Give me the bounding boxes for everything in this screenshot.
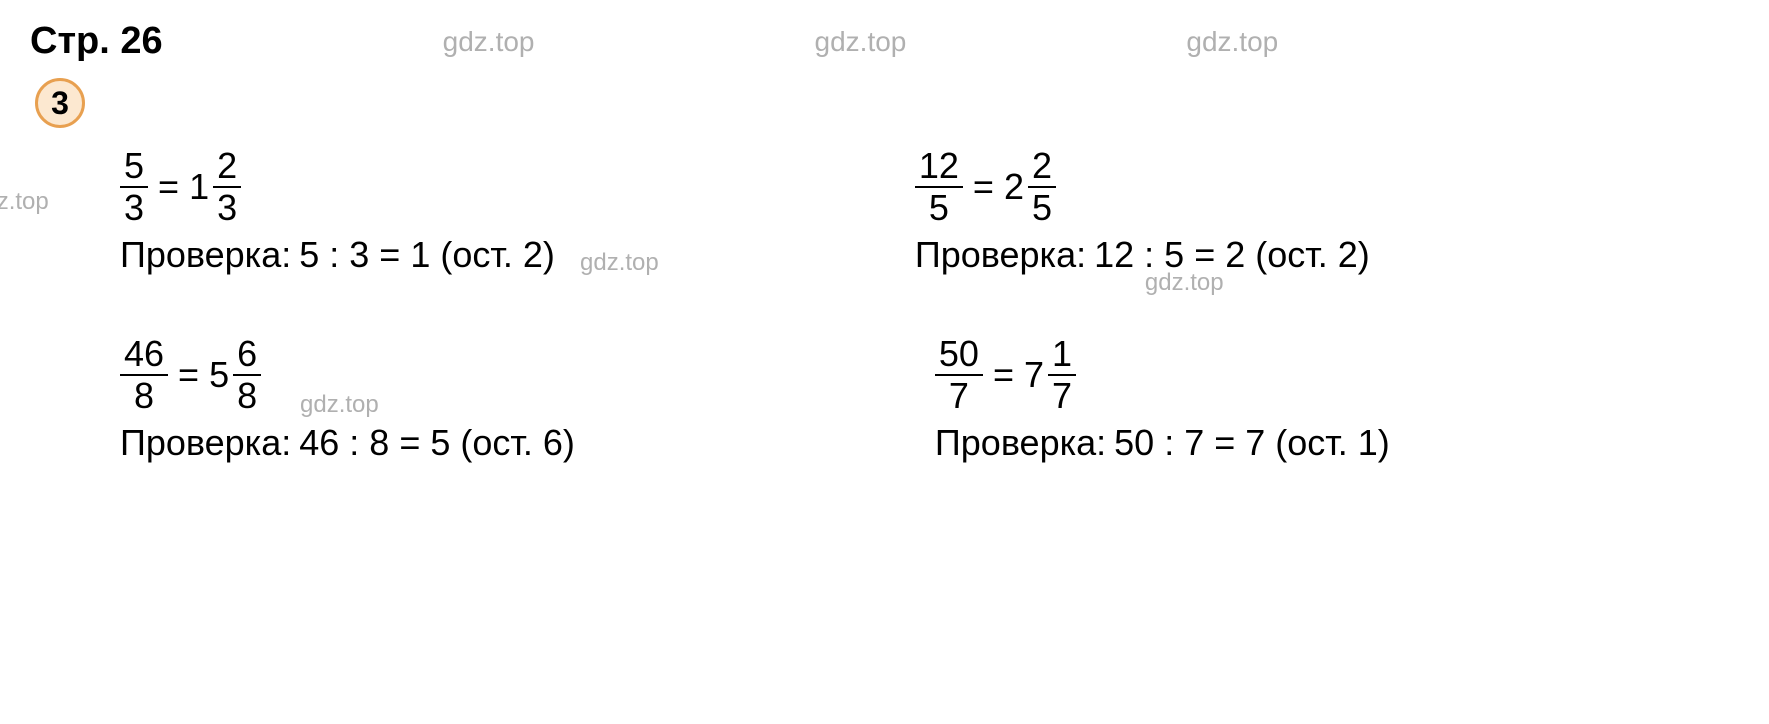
check-label: Проверка: bbox=[935, 422, 1106, 464]
problem-2: 12 5 = 2 2 5 Проверка: 12 : 5 = 2 (ост. … bbox=[715, 148, 1370, 276]
check-expression: 12 : 5 = 2 (ост. 2) bbox=[1094, 234, 1370, 276]
equation: 5 3 = 1 2 3 bbox=[120, 148, 555, 226]
check-expression: 5 : 3 = 1 (ост. 2) bbox=[299, 234, 555, 276]
denominator: 5 bbox=[1028, 188, 1056, 226]
fraction: 2 3 bbox=[213, 148, 241, 226]
equals-sign: = bbox=[993, 354, 1014, 396]
denominator: 3 bbox=[120, 188, 148, 226]
denominator: 8 bbox=[130, 376, 158, 414]
equation: 50 7 = 7 1 7 bbox=[935, 336, 1390, 414]
watermark-text: gdz.top bbox=[0, 188, 49, 216]
numerator: 5 bbox=[120, 148, 148, 188]
fraction: 46 8 bbox=[120, 336, 168, 414]
problem-4: 50 7 = 7 1 7 Проверка: 50 : 7 = 7 (ост. … bbox=[735, 336, 1390, 464]
problem-1: gdz.top 5 3 = 1 2 3 Проверка: 5 : 3 = 1 … bbox=[30, 148, 555, 276]
fraction: 50 7 bbox=[935, 336, 983, 414]
equals-sign: = bbox=[973, 166, 994, 208]
numerator: 12 bbox=[915, 148, 963, 188]
watermark-text: gdz.top bbox=[580, 249, 659, 277]
page-title: Стр. 26 bbox=[30, 20, 163, 63]
problem-number-badge: 3 bbox=[35, 78, 85, 128]
watermark-text: gdz.top bbox=[1186, 26, 1278, 58]
equation: 12 5 = 2 2 5 bbox=[915, 148, 1370, 226]
fraction: 5 3 bbox=[120, 148, 148, 226]
check-row: Проверка: 5 : 3 = 1 (ост. 2) gdz.top bbox=[120, 234, 555, 276]
check-row: Проверка: 50 : 7 = 7 (ост. 1) bbox=[935, 422, 1390, 464]
watermark-text: gdz.top bbox=[815, 26, 907, 58]
equals-sign: = bbox=[178, 354, 199, 396]
check-row: Проверка: 12 : 5 = 2 (ост. 2) gdz.top bbox=[915, 234, 1370, 276]
check-label: Проверка: bbox=[120, 422, 291, 464]
numerator: 1 bbox=[1048, 336, 1076, 376]
denominator: 5 bbox=[925, 188, 953, 226]
denominator: 7 bbox=[945, 376, 973, 414]
watermark-text: gdz.top bbox=[300, 391, 379, 419]
numerator: 2 bbox=[1028, 148, 1056, 188]
mixed-number: 1 2 3 bbox=[189, 148, 241, 226]
fraction: 12 5 bbox=[915, 148, 963, 226]
watermark-text: gdz.top bbox=[1145, 269, 1224, 297]
check-row: Проверка: 46 : 8 = 5 (ост. 6) bbox=[120, 422, 575, 464]
fraction: 6 8 bbox=[233, 336, 261, 414]
fraction: 1 7 bbox=[1048, 336, 1076, 414]
numerator: 6 bbox=[233, 336, 261, 376]
whole-part: 5 bbox=[209, 354, 229, 396]
check-label: Проверка: bbox=[915, 234, 1086, 276]
denominator: 7 bbox=[1048, 376, 1076, 414]
problem-3: 46 8 = 5 6 8 gdz.top Проверка: 46 : 8 = … bbox=[30, 336, 575, 464]
mixed-number: 5 6 8 bbox=[209, 336, 261, 414]
check-expression: 46 : 8 = 5 (ост. 6) bbox=[299, 422, 575, 464]
check-expression: 50 : 7 = 7 (ост. 1) bbox=[1114, 422, 1390, 464]
mixed-number: 7 1 7 bbox=[1024, 336, 1076, 414]
fraction: 2 5 bbox=[1028, 148, 1056, 226]
denominator: 3 bbox=[213, 188, 241, 226]
mixed-number: 2 2 5 bbox=[1004, 148, 1056, 226]
whole-part: 2 bbox=[1004, 166, 1024, 208]
equals-sign: = bbox=[158, 166, 179, 208]
numerator: 46 bbox=[120, 336, 168, 376]
check-label: Проверка: bbox=[120, 234, 291, 276]
denominator: 8 bbox=[233, 376, 261, 414]
watermark-text: gdz.top bbox=[443, 26, 535, 58]
numerator: 50 bbox=[935, 336, 983, 376]
numerator: 2 bbox=[213, 148, 241, 188]
whole-part: 1 bbox=[189, 166, 209, 208]
whole-part: 7 bbox=[1024, 354, 1044, 396]
equation: 46 8 = 5 6 8 gdz.top bbox=[120, 336, 575, 414]
